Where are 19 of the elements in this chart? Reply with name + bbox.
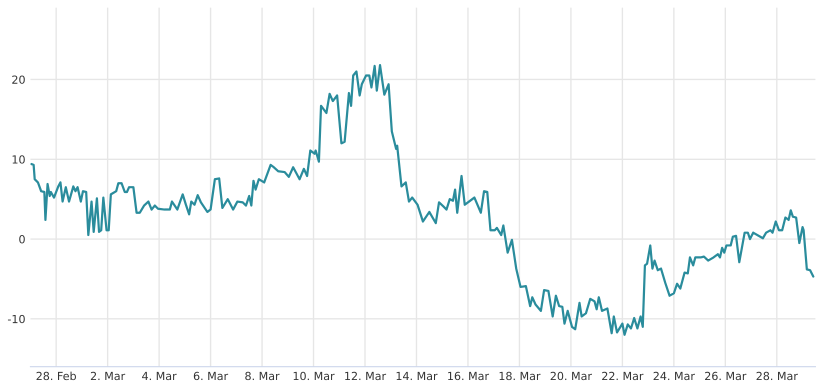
x-tick-label: 20. Mar (550, 372, 592, 380)
x-tick-label: 16. Mar (448, 372, 490, 380)
x-tick-label: 28. Feb (36, 372, 76, 380)
x-tick-label: 12. Mar (345, 372, 386, 380)
y-tick-label: 10 (12, 155, 25, 164)
y-tick-label: 0 (19, 235, 25, 244)
x-tick-label: 4. Mar (142, 372, 177, 380)
x-tick-label: 22. Mar (602, 372, 644, 380)
x-tick-label: 8. Mar (245, 372, 280, 380)
x-tick-label: 10. Mar (294, 372, 335, 380)
y-tick-label: -10 (8, 314, 25, 324)
y-tick-label: 20 (12, 75, 25, 84)
x-tick-label: 24. Mar (654, 372, 695, 380)
x-tick-label: 18. Mar (500, 372, 541, 380)
x-tick-label: 26. Mar (705, 372, 746, 380)
x-tick-label: 28. Mar (756, 372, 798, 380)
x-tick-label: 14. Mar (396, 372, 438, 380)
x-tick-label: 2. Mar (90, 372, 126, 380)
x-tick-label: 6. Mar (194, 372, 228, 380)
